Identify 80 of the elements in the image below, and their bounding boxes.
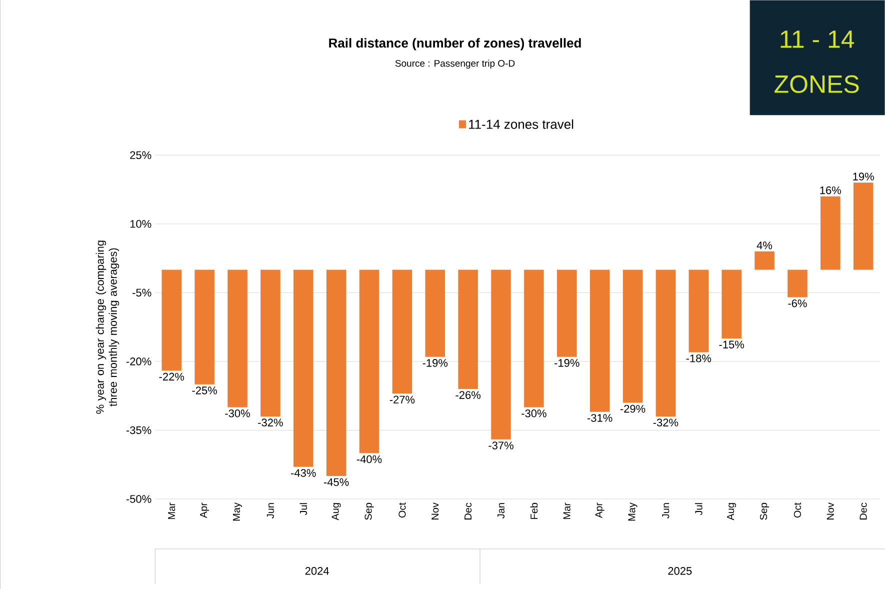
bar: [228, 270, 248, 408]
text: 11 - 14: [780, 30, 854, 48]
bar: [590, 270, 610, 412]
bar: [656, 270, 676, 416]
data-label: -43%: [291, 469, 316, 477]
bar: [491, 270, 511, 440]
bar: [194, 270, 214, 384]
data-label: -31%: [587, 414, 612, 422]
x-tick-label: Jun: [662, 503, 670, 518]
bar: [359, 270, 380, 454]
text: ZONES: [774, 75, 859, 93]
bar: [722, 270, 742, 338]
bar: [524, 270, 544, 408]
data-label: -18%: [686, 354, 712, 362]
bar: [556, 270, 577, 357]
bar: [326, 270, 346, 476]
x-tick-label: Aug: [727, 503, 736, 520]
x-tick-label: Mar: [168, 502, 176, 519]
bar: [162, 270, 182, 371]
x-tick-label: Jul: [300, 503, 308, 516]
x-tick-label: Aug: [332, 503, 341, 520]
x-tick-label: Sep: [760, 502, 770, 520]
text: 2024: [305, 566, 329, 575]
x-tick-label: Apr: [200, 502, 210, 518]
y-tick-label: -5%: [132, 288, 152, 296]
bar: [392, 270, 412, 394]
x-tick-label: Dec: [860, 502, 867, 520]
x-tick-label: Oct: [398, 502, 406, 518]
y-tick-label: -35%: [126, 426, 152, 434]
y-axis-title: % year on year change (comparing three monthly moving averages): [96, 240, 120, 414]
x-tick-label: Nov: [432, 502, 439, 520]
bar: [260, 270, 280, 416]
bar: [622, 270, 643, 403]
legend-label: 11-14 zones travel: [469, 119, 574, 129]
x-tick-label: Apr: [595, 502, 604, 518]
chart-subtitle: Source : Passenger trip O-D: [395, 60, 515, 69]
bar: [425, 270, 446, 357]
data-label: -30%: [522, 409, 546, 418]
bar: [853, 182, 874, 270]
data-label: -29%: [620, 404, 646, 413]
bar: [688, 270, 709, 352]
data-label: -40%: [356, 455, 382, 464]
data-label: 4%: [756, 241, 772, 250]
y-tick-label: -50%: [126, 495, 152, 503]
data-label: 16%: [820, 186, 841, 194]
data-label: 19%: [853, 172, 874, 180]
bar: [820, 196, 840, 270]
data-label: -19%: [554, 358, 580, 367]
text: 2025: [668, 566, 692, 575]
x-tick-label: Sep: [364, 502, 374, 520]
data-label: -32%: [258, 418, 283, 426]
y-tick-label: -20%: [126, 357, 152, 366]
bar: [458, 270, 478, 389]
x-tick-label: Jun: [266, 503, 274, 518]
data-label: -27%: [390, 396, 415, 404]
x-tick-label: May: [628, 502, 638, 521]
data-label: -22%: [159, 372, 184, 380]
data-label: -37%: [488, 442, 514, 450]
data-label: -32%: [653, 418, 678, 426]
y-tick-label: 25%: [130, 151, 152, 159]
x-tick-label: May: [233, 502, 242, 521]
data-label: -30%: [225, 409, 250, 418]
x-tick-label: Jul: [694, 503, 702, 516]
x-tick-label: Nov: [826, 502, 834, 520]
x-tick-label: Dec: [464, 502, 472, 520]
x-tick-label: Feb: [530, 502, 538, 519]
data-label: -45%: [324, 478, 349, 486]
bar: [754, 251, 774, 270]
data-label: -26%: [456, 391, 480, 399]
x-tick-label: Jan: [498, 503, 504, 518]
y-tick-label: 10%: [130, 220, 152, 228]
x-tick-label: Mar: [563, 502, 570, 519]
data-label: -6%: [788, 299, 807, 308]
chart-title: Rail distance (number of zones) travelled: [329, 38, 581, 50]
data-label: -25%: [192, 386, 217, 394]
bar: [788, 270, 808, 298]
x-tick-label: Oct: [794, 502, 801, 518]
data-label: -15%: [719, 340, 744, 348]
data-label: -19%: [422, 358, 448, 367]
bar: [293, 270, 314, 467]
